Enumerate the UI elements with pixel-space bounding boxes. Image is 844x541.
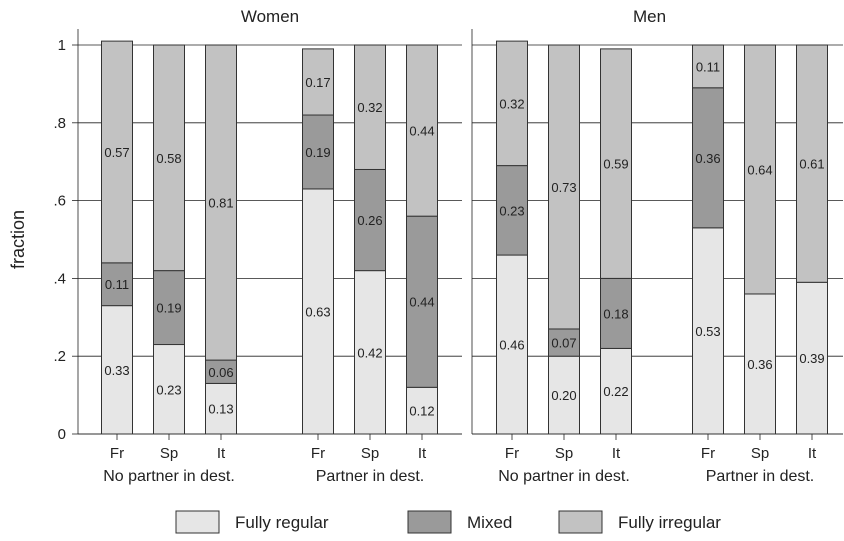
- bar-segment-fully-irregular: [796, 44, 828, 283]
- data-label: 0.32: [499, 96, 524, 111]
- data-label: 0.42: [357, 345, 382, 360]
- data-label: 0.07: [551, 336, 576, 351]
- group-label: No partner in dest.: [103, 468, 235, 485]
- data-label: 0.06: [208, 365, 233, 380]
- bar-segment-mixed: [101, 262, 133, 307]
- bar-segment-fully-irregular: [600, 48, 632, 279]
- data-label: 0.53: [695, 324, 720, 339]
- data-label: 0.23: [499, 203, 524, 218]
- data-label: 0.13: [208, 402, 233, 417]
- data-label: 0.19: [156, 301, 181, 316]
- data-label: 0.58: [156, 151, 181, 166]
- group-label: Partner in dest.: [706, 468, 815, 485]
- x-tick-label: Fr: [110, 445, 124, 462]
- data-label: 0.26: [357, 213, 382, 228]
- x-tick-label: It: [217, 445, 226, 462]
- data-label: 0.11: [105, 277, 129, 292]
- legend-label: Fully irregular: [618, 513, 721, 532]
- bar-segment-fully-irregular: [153, 44, 185, 272]
- x-tick-label: Sp: [160, 445, 178, 462]
- y-axis-label: fraction: [8, 210, 28, 269]
- bar-segment-fully-regular: [302, 188, 334, 435]
- bar-segment-fully-irregular: [302, 48, 334, 116]
- data-label: 0.61: [799, 157, 824, 172]
- legend-label: Mixed: [467, 513, 512, 532]
- data-label: 0.18: [603, 306, 628, 321]
- y-tick-label: 1: [58, 37, 66, 54]
- bar-segment-fully-regular: [406, 386, 438, 435]
- x-tick-label: It: [612, 445, 621, 462]
- bar-segment-fully-regular: [692, 227, 724, 435]
- data-label: 0.44: [409, 295, 434, 310]
- bar-segment-mixed: [406, 215, 438, 388]
- data-label: 0.12: [409, 404, 434, 419]
- data-label: 0.39: [799, 351, 824, 366]
- bar-segment-fully-irregular: [354, 44, 386, 170]
- bar-segment-mixed: [692, 87, 724, 229]
- x-tick-label: Sp: [555, 445, 573, 462]
- y-tick-label: .8: [53, 115, 66, 132]
- data-label: 0.36: [747, 357, 772, 372]
- bar-segment-fully-irregular: [101, 40, 133, 264]
- legend-swatch-fully-regular: [175, 510, 220, 534]
- data-label: 0.46: [499, 338, 524, 353]
- x-tick-label: It: [418, 445, 427, 462]
- bar-segment-fully-irregular: [548, 44, 580, 330]
- panel-title: Women: [241, 7, 299, 26]
- data-label: 0.11: [696, 59, 720, 74]
- data-label: 0.36: [695, 151, 720, 166]
- group-label: No partner in dest.: [498, 468, 630, 485]
- data-label: 0.64: [747, 162, 772, 177]
- data-label: 0.44: [409, 124, 434, 139]
- data-label: 0.17: [305, 75, 330, 90]
- data-label: 0.81: [208, 196, 233, 211]
- panel-title: Men: [633, 7, 666, 26]
- bar-segment-fully-irregular: [205, 44, 237, 361]
- bar-segment-fully-irregular: [496, 40, 528, 167]
- group-label: Partner in dest.: [316, 468, 425, 485]
- bar-segment-fully-irregular: [744, 44, 776, 295]
- bar-segment-fully-irregular: [692, 44, 724, 89]
- legend-swatch-fully-irregular: [558, 510, 603, 534]
- data-label: 0.73: [551, 180, 576, 195]
- data-label: 0.32: [357, 100, 382, 115]
- y-tick-label: 0: [58, 426, 66, 443]
- x-tick-label: Fr: [701, 445, 715, 462]
- x-tick-label: Fr: [311, 445, 325, 462]
- data-label: 0.33: [104, 363, 129, 378]
- legend-label: Fully regular: [235, 513, 329, 532]
- data-label: 0.63: [305, 304, 330, 319]
- data-label: 0.57: [104, 145, 129, 160]
- x-tick-label: It: [808, 445, 817, 462]
- data-label: 0.20: [551, 388, 576, 403]
- x-tick-label: Sp: [751, 445, 769, 462]
- x-tick-label: Sp: [361, 445, 379, 462]
- data-label: 0.22: [603, 384, 628, 399]
- y-tick-label: .2: [53, 348, 66, 365]
- x-tick-label: Fr: [505, 445, 519, 462]
- y-tick-label: .6: [53, 193, 66, 210]
- data-label: 0.59: [603, 157, 628, 172]
- bar-segment-mixed: [153, 270, 185, 346]
- bar-segment-fully-regular: [600, 347, 632, 435]
- bar-segment-fully-irregular: [406, 44, 438, 217]
- data-label: 0.23: [156, 382, 181, 397]
- bar-segment-mixed: [302, 114, 334, 190]
- bar-segment-mixed: [496, 165, 528, 256]
- legend-swatch-mixed: [407, 510, 452, 534]
- data-label: 0.19: [305, 145, 330, 160]
- y-tick-label: .4: [53, 270, 66, 287]
- bar-segment-fully-regular: [101, 305, 133, 435]
- bar-segment-fully-regular: [153, 344, 185, 435]
